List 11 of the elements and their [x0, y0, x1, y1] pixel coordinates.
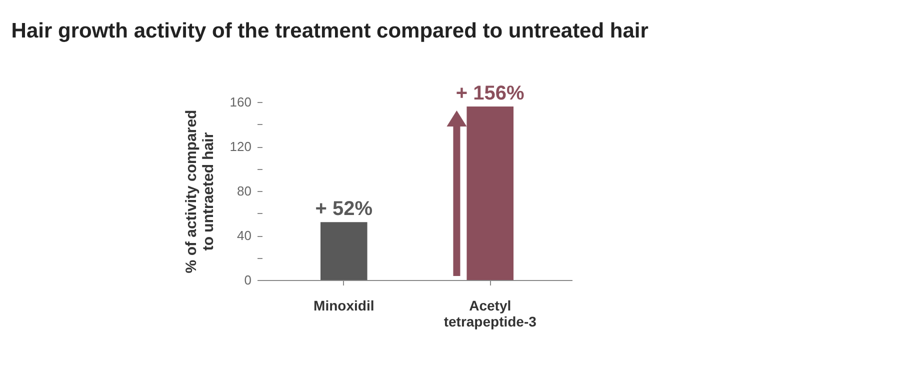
y-tick-label: 160 [230, 94, 252, 110]
y-tick-label: 0 [244, 272, 252, 288]
data-label: + 52% [315, 198, 373, 220]
chart-title: Hair growth activity of the treatment compared to untreated hair [11, 19, 648, 42]
y-axis-title: % of activity compared to untraeted hair [182, 110, 217, 274]
y-tick-label: 120 [230, 139, 252, 154]
x-tick-label: Acetyl tetrapeptide-3 [444, 298, 537, 330]
data-label: + 156% [456, 82, 525, 104]
y-tick-label: 80 [237, 184, 252, 198]
y-tick-label: 40 [237, 228, 252, 243]
x-tick-label: Minoxidil [314, 298, 374, 314]
